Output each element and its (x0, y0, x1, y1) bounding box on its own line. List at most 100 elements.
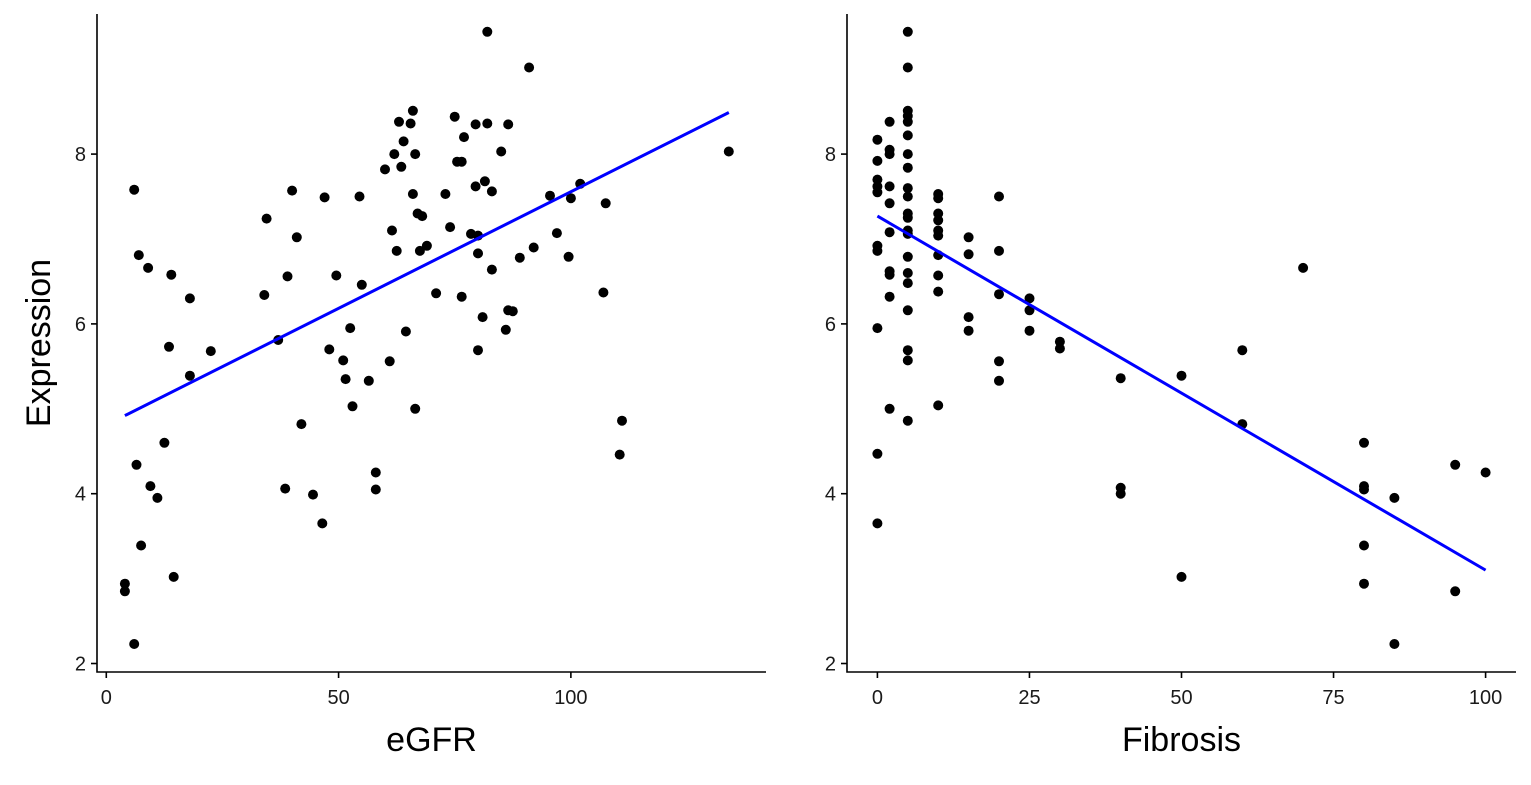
data-point-fibrosis (1480, 467, 1491, 478)
data-point-fibrosis (902, 268, 913, 278)
data-point-egfr (414, 245, 425, 256)
x-tick-label: 100 (1469, 687, 1502, 709)
y-ticks-fibrosis: 2 4 6 8 (825, 144, 847, 676)
x-tick-label: 0 (872, 687, 883, 709)
data-point-fibrosis (872, 323, 883, 334)
data-point-fibrosis (902, 62, 913, 73)
data-point-egfr (319, 192, 330, 203)
data-point-egfr (280, 483, 291, 494)
data-point-fibrosis (902, 183, 913, 194)
data-point-fibrosis (902, 162, 913, 173)
data-point-fibrosis (994, 289, 1004, 300)
data-point-egfr (528, 242, 539, 253)
data-point-fibrosis (902, 149, 913, 160)
data-point-fibrosis (902, 355, 913, 366)
data-point-egfr (723, 146, 734, 157)
data-point-egfr (380, 164, 390, 175)
y-tick-label: 6 (825, 314, 836, 336)
data-point-fibrosis (963, 312, 974, 323)
data-point-egfr (340, 374, 351, 385)
data-point-egfr (524, 62, 535, 73)
data-point-egfr (545, 190, 555, 201)
data-point-egfr (159, 437, 170, 448)
data-point-egfr (356, 279, 367, 290)
data-point-fibrosis (994, 375, 1004, 386)
data-point-egfr (431, 288, 442, 299)
data-point-egfr (473, 248, 483, 259)
data-point-fibrosis (884, 403, 895, 414)
data-point-fibrosis (872, 134, 883, 145)
data-point-egfr (405, 118, 416, 129)
data-point-egfr (370, 484, 381, 495)
y-tick-label: 4 (825, 484, 836, 506)
data-point-egfr (384, 356, 395, 367)
data-point-fibrosis (933, 230, 944, 241)
data-point-egfr (261, 213, 272, 224)
y-tick-label: 6 (75, 314, 86, 336)
data-point-fibrosis (1450, 586, 1461, 597)
data-point-egfr (396, 161, 407, 172)
data-point-egfr (486, 186, 497, 197)
data-point-fibrosis (1359, 540, 1369, 551)
data-point-fibrosis (933, 400, 944, 411)
data-point-egfr (507, 306, 518, 317)
data-point-egfr (496, 146, 507, 157)
data-point-egfr (331, 270, 342, 281)
data-point-fibrosis (933, 286, 944, 297)
data-point-fibrosis (872, 245, 883, 256)
data-point-egfr (473, 345, 483, 356)
x-tick-label: 0 (101, 687, 112, 709)
x-tick-label: 25 (1018, 687, 1040, 709)
data-point-egfr (565, 193, 576, 204)
data-point-egfr (324, 344, 335, 355)
y-ticks-egfr: 2 4 6 8 (75, 144, 97, 676)
data-point-egfr (456, 156, 467, 167)
data-point-egfr (296, 419, 307, 430)
data-point-fibrosis (872, 187, 883, 198)
fit-line-egfr (124, 111, 730, 417)
y-tick-label: 8 (825, 144, 836, 166)
data-point-egfr (291, 232, 302, 243)
data-point-egfr (164, 341, 174, 352)
data-point-egfr (421, 240, 432, 251)
data-point-egfr (205, 346, 216, 357)
data-point-egfr (287, 185, 298, 196)
data-point-egfr (119, 586, 130, 597)
data-point-egfr (259, 290, 270, 300)
data-point-egfr (184, 293, 195, 304)
data-point-egfr (363, 375, 374, 386)
panel-egfr: 2 4 6 8 0 50 100 eGFR Expression (20, 14, 766, 759)
y-tick-label: 4 (75, 484, 86, 506)
data-point-egfr (449, 111, 460, 122)
data-point-fibrosis (884, 291, 895, 302)
data-point-fibrosis (884, 269, 895, 280)
x-axis-title-fibrosis: Fibrosis (1122, 721, 1241, 759)
data-point-egfr (129, 184, 140, 195)
data-point-egfr (456, 291, 467, 302)
data-point-egfr (308, 489, 318, 500)
axis-lines-egfr (96, 14, 766, 673)
data-point-egfr (482, 26, 493, 37)
x-tick-label: 50 (327, 687, 349, 709)
data-point-egfr (407, 189, 418, 199)
data-point-fibrosis (902, 345, 913, 356)
data-point-fibrosis (902, 26, 913, 37)
data-point-fibrosis (1359, 578, 1369, 589)
y-axis-title: Expression (20, 259, 58, 427)
data-point-fibrosis (1176, 370, 1187, 381)
data-point-egfr (445, 222, 456, 233)
data-point-fibrosis (902, 130, 913, 141)
data-point-egfr (410, 403, 421, 414)
data-point-fibrosis (963, 249, 974, 260)
data-point-fibrosis (902, 116, 913, 127)
data-point-egfr (354, 191, 365, 202)
data-point-fibrosis (902, 305, 913, 316)
data-point-egfr (486, 264, 497, 275)
data-point-egfr (133, 250, 144, 261)
data-point-fibrosis (884, 198, 895, 209)
data-point-fibrosis (902, 251, 913, 262)
x-tick-label: 75 (1322, 687, 1344, 709)
y-tick-label: 2 (825, 654, 836, 676)
data-point-fibrosis (933, 215, 944, 226)
axis-lines-fibrosis (846, 14, 1516, 673)
